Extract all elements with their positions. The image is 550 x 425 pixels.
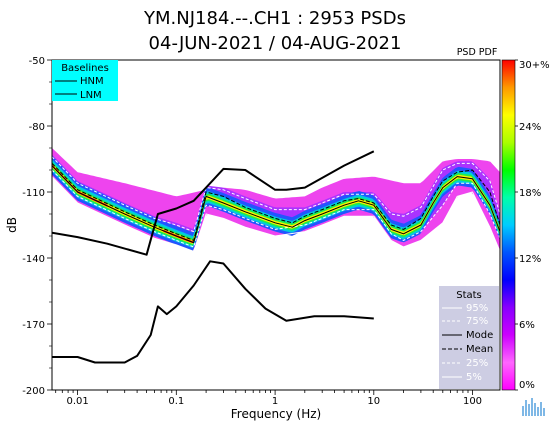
colorbar-tick-label: 6% <box>519 320 535 331</box>
legend-95-label: 95% <box>466 303 488 314</box>
baselines-legend-title: Baselines <box>61 63 109 74</box>
y-tick-label: -80 <box>29 122 45 133</box>
x-tick-label: 1 <box>272 396 278 407</box>
colorbar-title: PSD PDF <box>457 47 498 58</box>
plot-area <box>51 59 501 391</box>
chart-title-line1: YM.NJ184.--.CH1 : 2953 PSDs <box>143 8 406 29</box>
legend-5-label: 5% <box>466 372 482 383</box>
x-tick-label: 0.01 <box>66 396 88 407</box>
y-tick-label: -110 <box>22 188 45 199</box>
stats-legend: Stats 95% 75% Mode Mean 25% 5% <box>439 286 499 389</box>
y-axis-label: dB <box>5 217 19 233</box>
x-axis-label: Frequency (Hz) <box>231 407 322 421</box>
y-tick-label: -200 <box>22 386 45 397</box>
legend-hnm-label: HNM <box>80 76 104 87</box>
x-tick-label: 10 <box>367 396 380 407</box>
series-lines <box>52 143 500 364</box>
x-tick-label: 100 <box>463 396 482 407</box>
series-line-lnm <box>52 260 374 364</box>
legend-mode-label: Mode <box>466 330 493 341</box>
colorbar-tick-label: 30+% <box>519 60 550 71</box>
series-line-95pct <box>52 143 500 195</box>
x-tick-label: 0.1 <box>168 396 184 407</box>
series-line-hnm <box>52 150 375 256</box>
colorbar-gradient <box>501 59 516 391</box>
colorbar-tick-label: 12% <box>519 254 541 265</box>
colorbar-tick-label: 18% <box>519 188 541 199</box>
colorbar-tick-label: 24% <box>519 122 541 133</box>
legend-mean-label: Mean <box>466 344 493 355</box>
pdf-band-yellow <box>52 163 500 244</box>
legend-lnm-label: LNM <box>80 90 102 101</box>
stats-legend-title: Stats <box>456 290 482 301</box>
y-tick-label: -50 <box>29 56 45 67</box>
series-line-75pct <box>52 156 500 233</box>
series-line-5pct <box>52 176 500 252</box>
baselines-legend: Baselines HNM LNM <box>52 60 118 101</box>
y-tick-label: -170 <box>22 320 45 331</box>
colorbar-ticks: 0% 6% 12% 18% 24% 30+% <box>515 59 550 391</box>
plot-frame <box>51 59 501 391</box>
logo-icon <box>522 398 545 416</box>
colorbar-tick-label: 0% <box>519 380 535 391</box>
x-axis: 0.01 0.1 1 10 100 <box>55 390 482 407</box>
y-axis: -50 -80 -110 -140 -170 -200 <box>22 56 52 397</box>
legend-25-label: 25% <box>466 358 488 369</box>
chart-title-line2: 04-JUN-2021 / 04-AUG-2021 <box>149 33 402 54</box>
series-line-25pct <box>52 169 500 248</box>
legend-75-label: 75% <box>466 316 488 327</box>
series-line-mode <box>52 165 500 244</box>
stats-legend-box <box>439 286 499 389</box>
colorbar: PSD PDF 0% 6% 12% 18% 24% 30+% <box>457 47 550 391</box>
series-line-mean <box>52 163 500 241</box>
y-tick-label: -140 <box>22 254 45 265</box>
